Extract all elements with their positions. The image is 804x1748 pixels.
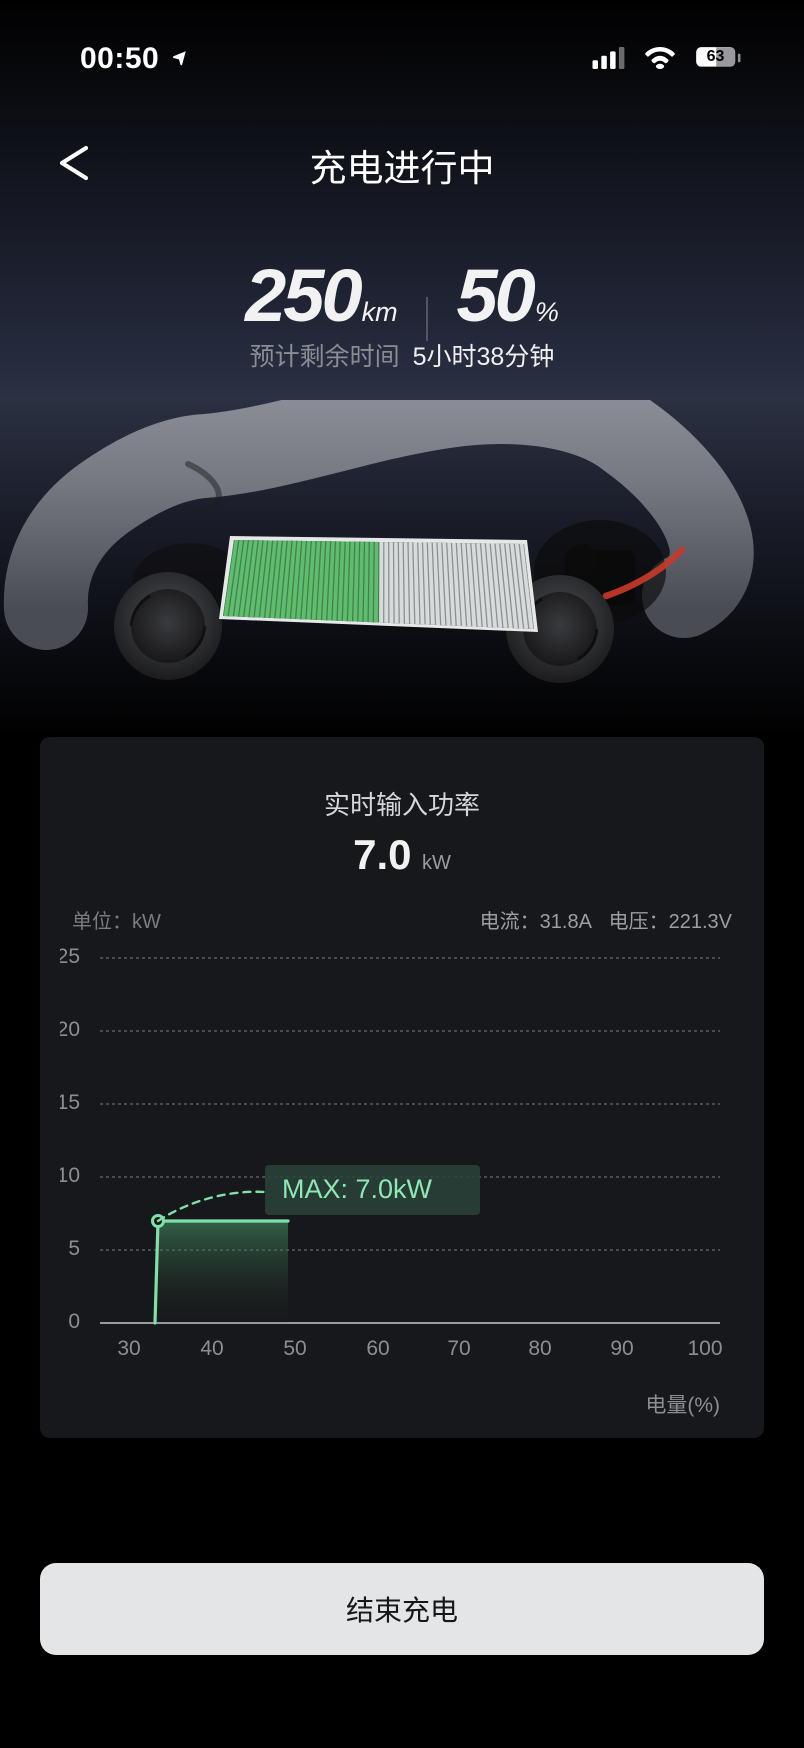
svg-text:MAX: 7.0kW: MAX: 7.0kW	[282, 1174, 433, 1204]
svg-text:50: 50	[283, 1337, 306, 1360]
svg-text:5: 5	[68, 1237, 80, 1260]
svg-text:15: 15	[60, 1091, 80, 1114]
svg-text:70: 70	[447, 1337, 470, 1360]
svg-text:100: 100	[687, 1337, 722, 1360]
svg-text:0: 0	[68, 1310, 80, 1333]
svg-text:40: 40	[200, 1337, 223, 1360]
svg-text:10: 10	[60, 1164, 80, 1187]
svg-text:20: 20	[60, 1018, 80, 1041]
svg-text:90: 90	[610, 1337, 633, 1360]
svg-text:30: 30	[117, 1337, 140, 1360]
svg-text:25: 25	[60, 945, 80, 968]
svg-text:60: 60	[366, 1337, 389, 1360]
svg-text:80: 80	[528, 1337, 551, 1360]
